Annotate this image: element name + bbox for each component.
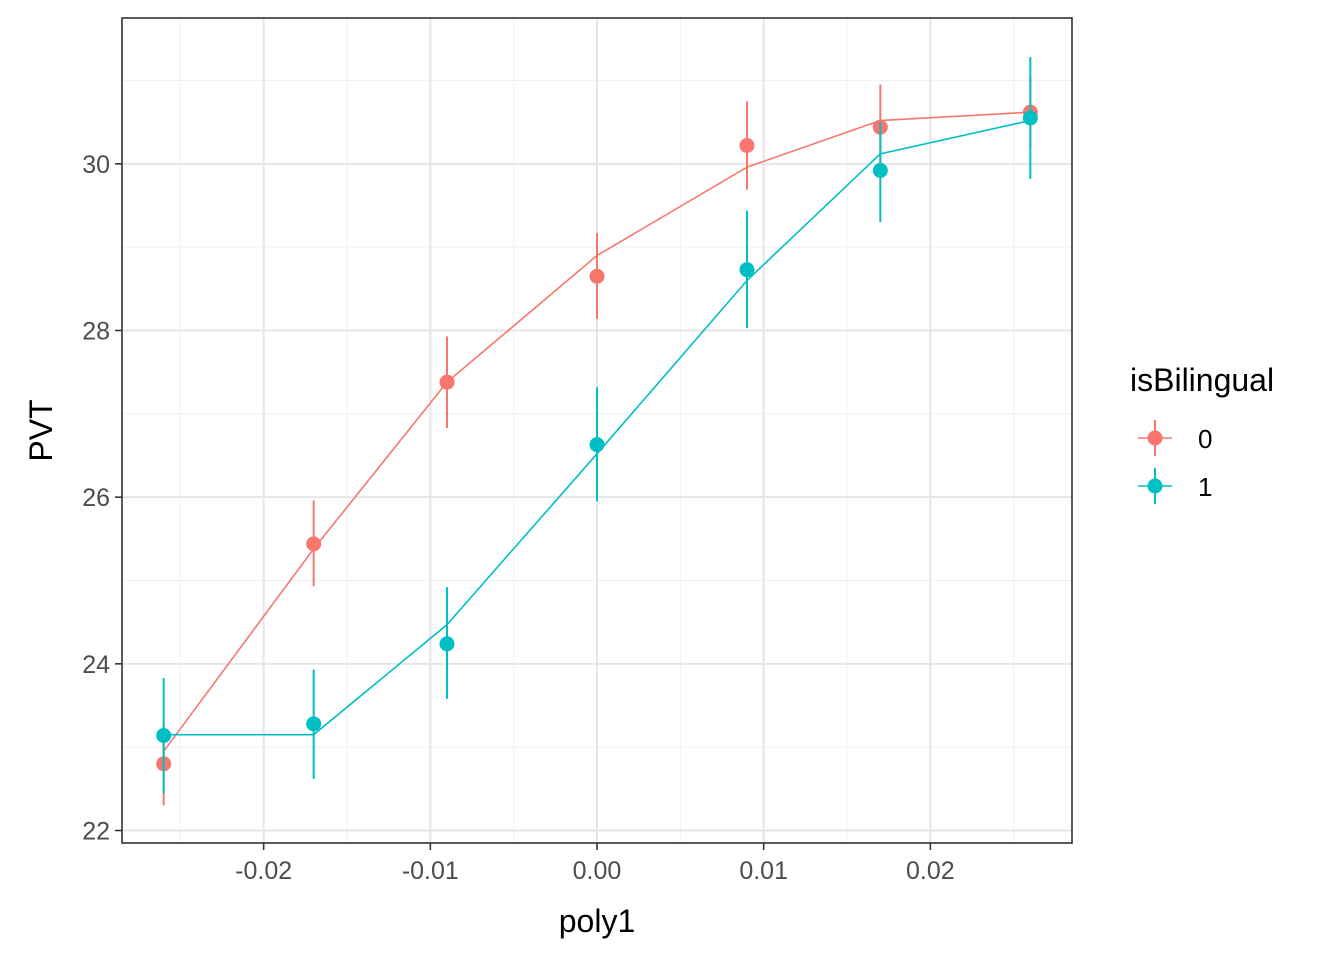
data-point-1 (156, 728, 172, 743)
data-point-1 (306, 716, 322, 732)
data-point-0 (589, 268, 605, 284)
y-tick-label: 22 (82, 818, 110, 846)
x-tick-label: 0.00 (573, 857, 622, 885)
axes: -0.02 -0.01 0.00 0.01 0.02 22 24 26 28 30 (82, 151, 954, 885)
y-tick-label: 24 (82, 651, 110, 679)
data-point-0 (739, 138, 755, 153)
fit-line-0 (163, 111, 1031, 752)
x-tick-label: 0.01 (739, 857, 788, 885)
data-point-1 (439, 636, 455, 652)
legend-title: isBilingual (1130, 362, 1274, 398)
legend-label-1: 1 (1198, 472, 1212, 502)
y-tick-label: 30 (82, 151, 110, 179)
legend-key-point-0 (1147, 430, 1163, 446)
data-point-1 (739, 262, 755, 278)
series-layer (156, 57, 1038, 806)
y-tick-label: 28 (82, 318, 110, 346)
x-axis-title: poly1 (559, 903, 636, 939)
data-point-1 (589, 437, 605, 453)
y-tick-label: 26 (82, 484, 110, 512)
data-point-1 (872, 163, 888, 178)
x-tick-label: 0.02 (906, 857, 955, 885)
y-axis-title: PVT (23, 399, 59, 461)
legend-key-point-1 (1147, 478, 1163, 494)
x-tick-label: -0.01 (402, 857, 459, 885)
legend: isBilingual 0 1 (1130, 362, 1274, 504)
fit-line-1 (163, 119, 1031, 736)
data-point-0 (306, 536, 322, 552)
legend-label-0: 0 (1198, 424, 1212, 454)
x-tick-label: -0.02 (235, 857, 292, 885)
data-point-1 (1022, 110, 1038, 126)
